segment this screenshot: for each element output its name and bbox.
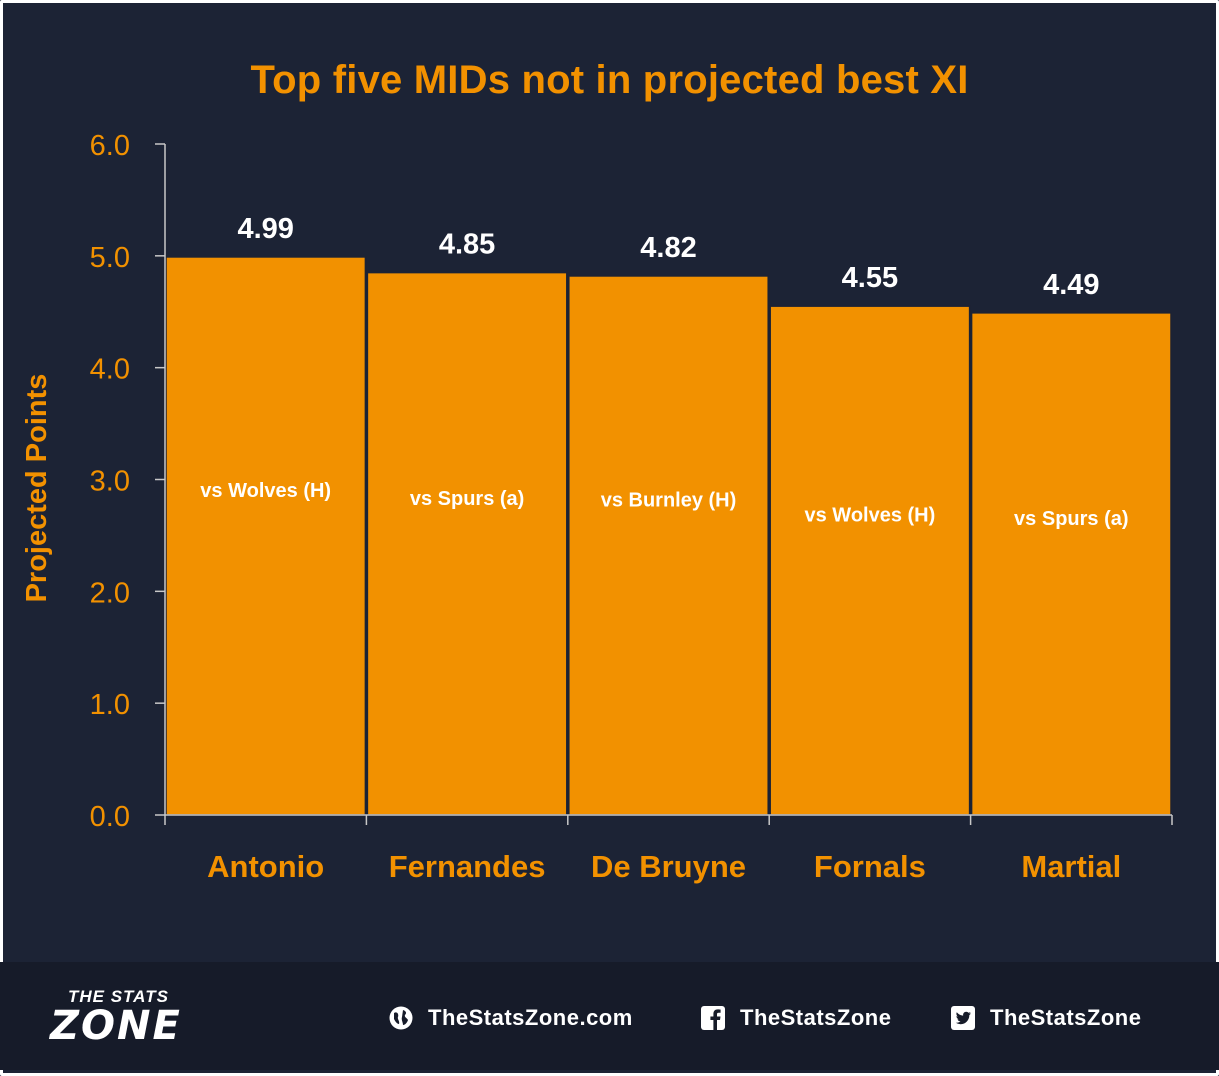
bar-de-bruyne [568,275,769,816]
twitter-icon [950,1005,976,1031]
globe-icon [388,1005,414,1031]
website-text: TheStatsZone.com [428,1005,633,1030]
y-tick-label: 0.0 [90,801,130,833]
y-tick-label: 4.0 [90,354,130,386]
facebook-link[interactable]: TheStatsZone [700,1004,891,1032]
bar-fornals [769,305,971,816]
twitter-text: TheStatsZone [990,1005,1142,1030]
y-tick-label: 1.0 [90,689,130,721]
website-link[interactable]: TheStatsZone.com [388,1004,633,1032]
bar-martial [970,312,1172,816]
stats-zone-logo: THE STATS ZONE [50,985,260,1055]
x-tick-label: Fornals [814,849,926,884]
data-label: 4.99 [237,213,293,245]
facebook-text: TheStatsZone [740,1005,892,1030]
y-axis-label: Projected Points [21,374,53,603]
y-tick-label: 3.0 [90,466,130,498]
bar-chart: Projected Points 0.0 1.0 2.0 3.0 4.0 5.0 6.0 An… [21,130,1173,884]
bar-antonio [165,256,367,816]
twitter-link[interactable]: TheStatsZone [950,1004,1141,1032]
chart-title: Top five MIDs not in projected best XI [250,58,969,102]
x-tick-label: Martial [1021,849,1121,884]
footer-bar [0,962,1219,1070]
data-label: 4.85 [439,229,495,261]
bar-annotation: vs Spurs (a) [410,488,524,510]
y-tick-label: 6.0 [90,130,130,162]
y-tick-label: 2.0 [90,577,130,609]
data-label: 4.55 [842,262,898,294]
data-label: 4.49 [1043,269,1099,301]
logo-bottom-text: ZONE [50,1003,182,1049]
y-tick-label: 5.0 [90,242,130,274]
bar-annotation: vs Wolves (H) [200,480,331,502]
bar-fernandes [366,271,568,816]
bar-annotation: vs Spurs (a) [1014,508,1128,530]
data-label: 4.82 [640,232,696,264]
x-tick-label: Fernandes [389,849,546,884]
x-tick-label: Antonio [207,849,324,884]
logo-top-text: THE STATS [68,987,169,1006]
x-tick-label: De Bruyne [591,849,746,884]
bar-annotation: vs Wolves (H) [805,505,936,527]
facebook-icon [700,1005,726,1031]
bar-annotation: vs Burnley (H) [601,489,737,511]
